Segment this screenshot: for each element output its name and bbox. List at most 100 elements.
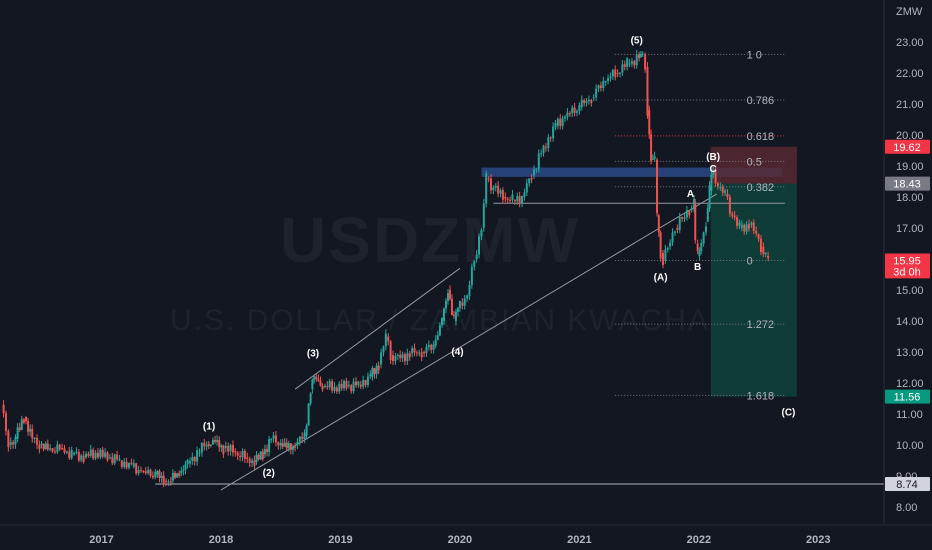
candle-body [261, 451, 264, 460]
price-tick-label: 17.00 [896, 223, 924, 235]
candle-body [357, 381, 360, 386]
candle-body [268, 439, 271, 452]
candle-body [547, 137, 550, 149]
candle-body [113, 454, 116, 464]
candle-body [16, 427, 19, 439]
time-tick-label: 2020 [448, 534, 472, 546]
candle-body [408, 353, 411, 357]
candle-body [285, 442, 288, 449]
candle-body [263, 449, 266, 455]
candle-body [721, 186, 724, 193]
candle-body [611, 69, 614, 77]
candle-body [377, 365, 380, 371]
candle-body [518, 196, 521, 204]
candle-body [270, 439, 273, 441]
candle-body [456, 308, 459, 312]
candle-body [137, 470, 140, 474]
candle-body [621, 64, 624, 73]
candle-body [251, 460, 254, 463]
candle-body [413, 348, 416, 353]
candle-body [499, 190, 502, 194]
time-tick-label: 2018 [209, 534, 233, 546]
time-tick-label: 2022 [687, 534, 711, 546]
price-tick-label: 12.00 [896, 378, 924, 390]
candle-body [364, 380, 367, 385]
time-axis[interactable]: 2017 2018 2019 2020 2021 2022 2023 [89, 534, 830, 546]
candle-body [415, 352, 418, 354]
candle-body [241, 450, 244, 458]
candle-body [521, 196, 524, 204]
candle-body [506, 198, 509, 200]
candle-body [708, 185, 711, 209]
candle-body [559, 118, 562, 126]
time-tick-label: 2019 [328, 534, 352, 546]
candle-body [12, 441, 15, 445]
candle-body [87, 453, 90, 457]
candle-body [571, 107, 574, 114]
candle-body [180, 471, 183, 473]
candle-body [51, 448, 54, 452]
candle-body [540, 153, 543, 155]
candle-body [441, 317, 443, 326]
price-tick-label: 19.00 [896, 161, 924, 173]
candle-body [578, 105, 581, 112]
wave-label: B [694, 262, 701, 273]
candle-body [662, 252, 664, 265]
candle-body [89, 449, 92, 457]
candle-body [750, 222, 753, 225]
candle-body [184, 464, 187, 470]
candle-body [710, 174, 713, 191]
candle-body [366, 376, 369, 385]
candle-body [294, 446, 297, 448]
candle-body [653, 156, 656, 159]
candle-body [473, 261, 476, 267]
candle-body [311, 379, 314, 390]
candle-body [403, 354, 406, 362]
candle-body [752, 222, 755, 231]
candle-body [566, 112, 569, 117]
candle-body [343, 380, 346, 389]
candle-body [313, 376, 316, 380]
candle-body [176, 473, 179, 478]
candle-body [607, 78, 610, 81]
candle-body [635, 54, 638, 66]
candle-body [475, 254, 478, 259]
candle-body [592, 97, 595, 99]
candle-body [525, 183, 528, 193]
price-tag-label: 8.74 [896, 479, 917, 491]
candle-body [303, 432, 306, 440]
candle-body [94, 452, 97, 459]
candle-body [291, 446, 294, 450]
candle-body [736, 217, 739, 226]
price-tag [885, 264, 930, 279]
candle-body [68, 451, 71, 459]
candle-body [188, 460, 191, 464]
candle-body [307, 403, 310, 426]
price-tag-label: 3d 0h [893, 266, 921, 278]
candle-body [432, 344, 435, 350]
candle-body [492, 187, 495, 191]
candle-body [14, 436, 17, 445]
candle-body [116, 454, 119, 460]
candle-body [80, 455, 83, 461]
candle-body [706, 208, 709, 222]
candle-body [56, 444, 59, 453]
candle-body [626, 58, 629, 67]
candle-body [740, 224, 743, 228]
candle-body [676, 228, 679, 230]
candle-body [759, 238, 762, 253]
candle-body [231, 445, 234, 453]
price-tick-label: 23.00 [896, 37, 924, 49]
candle-body [296, 441, 299, 445]
candle-body [425, 346, 428, 354]
candle-body [255, 454, 258, 463]
candle-body [458, 301, 461, 309]
candle-body [657, 215, 660, 233]
candle-body [556, 118, 559, 126]
candle-body [448, 290, 451, 299]
candle-body [755, 230, 758, 234]
trend-lines [155, 193, 884, 491]
wave-label: (B) [706, 152, 720, 163]
